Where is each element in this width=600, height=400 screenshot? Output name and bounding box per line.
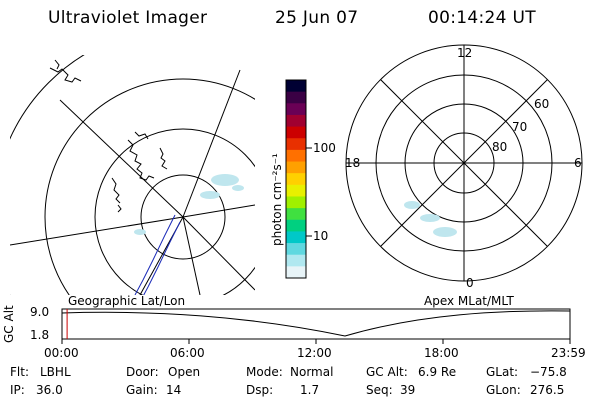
meridian-line: [182, 69, 241, 218]
apex-caption: Apex MLat/MLT: [424, 294, 514, 308]
coastline: [159, 147, 168, 170]
colorbar-segment: [286, 80, 306, 93]
time-label: 00:14:24 UT: [428, 8, 536, 28]
aurora-emission: [404, 201, 457, 237]
mlt-line: [379, 78, 549, 248]
glat-label: GLat:: [486, 365, 519, 379]
colorbar-segment: [286, 254, 306, 267]
time-tick-0000: 00:00: [44, 346, 79, 360]
glon-label: GLon:: [486, 383, 521, 397]
altitude-curve: [61, 310, 571, 337]
meridian-line: [59, 99, 184, 218]
gcalt-label: GC Alt:: [366, 365, 408, 379]
glat-value: −75.8: [530, 365, 567, 379]
colorbar-tick-100: 100: [313, 141, 336, 155]
colorbar-segment: [286, 161, 306, 174]
mode-label: Mode:: [246, 365, 283, 379]
dsp-value: 1.7: [300, 383, 320, 397]
colorbar-segment: [286, 138, 306, 151]
gain-label: Gain:: [126, 383, 158, 397]
dsp-label: Dsp:: [246, 383, 274, 397]
ip-label: IP:: [10, 383, 25, 397]
door-value: Open: [168, 365, 201, 379]
meridian-line: [10, 216, 184, 246]
colorbar-segment: [286, 103, 306, 116]
date-label: 25 Jun 07: [275, 8, 359, 28]
colorbar-segment: [286, 149, 306, 163]
colorbar-tick-10: 10: [313, 229, 329, 243]
colorbar-segment: [286, 208, 306, 221]
satellite-track: [143, 221, 181, 295]
mlat-label-70: 70: [512, 120, 528, 134]
seq-value: 39: [400, 383, 416, 397]
mlat-label-80: 80: [492, 140, 508, 154]
geographic-caption: Geographic Lat/Lon: [68, 294, 186, 308]
instrument-title: Ultraviolet Imager: [48, 8, 208, 28]
altitude-ylabel: GC Alt: [2, 305, 16, 343]
mlat-label-60: 60: [534, 97, 550, 111]
colorbar-segment: [286, 126, 306, 139]
colorbar-segment: [286, 231, 306, 244]
aurora-emission: [134, 174, 244, 235]
ip-value: 36.0: [36, 383, 63, 397]
colorbar-segment: [286, 243, 306, 256]
altitude-plot-frame: [61, 308, 571, 340]
meridian-line: [182, 204, 255, 218]
glon-value: 276.5: [530, 383, 565, 397]
coastline: [111, 177, 122, 213]
mode-value: Normal: [290, 365, 334, 379]
altitude-ytick-low: 1.8: [30, 328, 50, 342]
mlt-label-18: 18: [345, 156, 361, 170]
coastline: [49, 59, 82, 83]
altitude-ytick-high: 9.0: [30, 305, 50, 319]
colorbar-segment: [286, 173, 306, 186]
latitude-circle: [94, 128, 255, 295]
meridian-line: [182, 216, 255, 291]
mlt-label-0: 0: [466, 276, 474, 290]
gcalt-value: 6.9 Re: [418, 365, 457, 379]
filter-value: LBHL: [40, 365, 71, 379]
seq-label: Seq:: [366, 383, 393, 397]
mlt-label-12: 12: [457, 46, 473, 60]
mlt-label-6: 6: [574, 156, 582, 170]
colorbar-segment: [286, 196, 306, 209]
time-tick-1800: 18:00: [424, 346, 459, 360]
coastline: [127, 131, 155, 181]
colorbar-segment: [286, 114, 306, 128]
colorbar-segment: [286, 91, 306, 104]
latitude-circle: [44, 78, 255, 295]
gain-value: 14: [166, 383, 182, 397]
satellite-track: [134, 214, 176, 295]
time-tick-0600: 06:00: [170, 346, 205, 360]
time-tick-1200: 12:00: [297, 346, 332, 360]
time-tick-2359: 23:59: [551, 346, 586, 360]
colorbar-segment: [286, 219, 306, 232]
colorbar-segment: [286, 266, 306, 279]
filter-label: Flt:: [10, 365, 29, 379]
latitude-circle: [140, 174, 226, 260]
meridian-line: [182, 216, 201, 295]
door-label: Door:: [126, 365, 159, 379]
colorbar-segment: [286, 184, 306, 197]
